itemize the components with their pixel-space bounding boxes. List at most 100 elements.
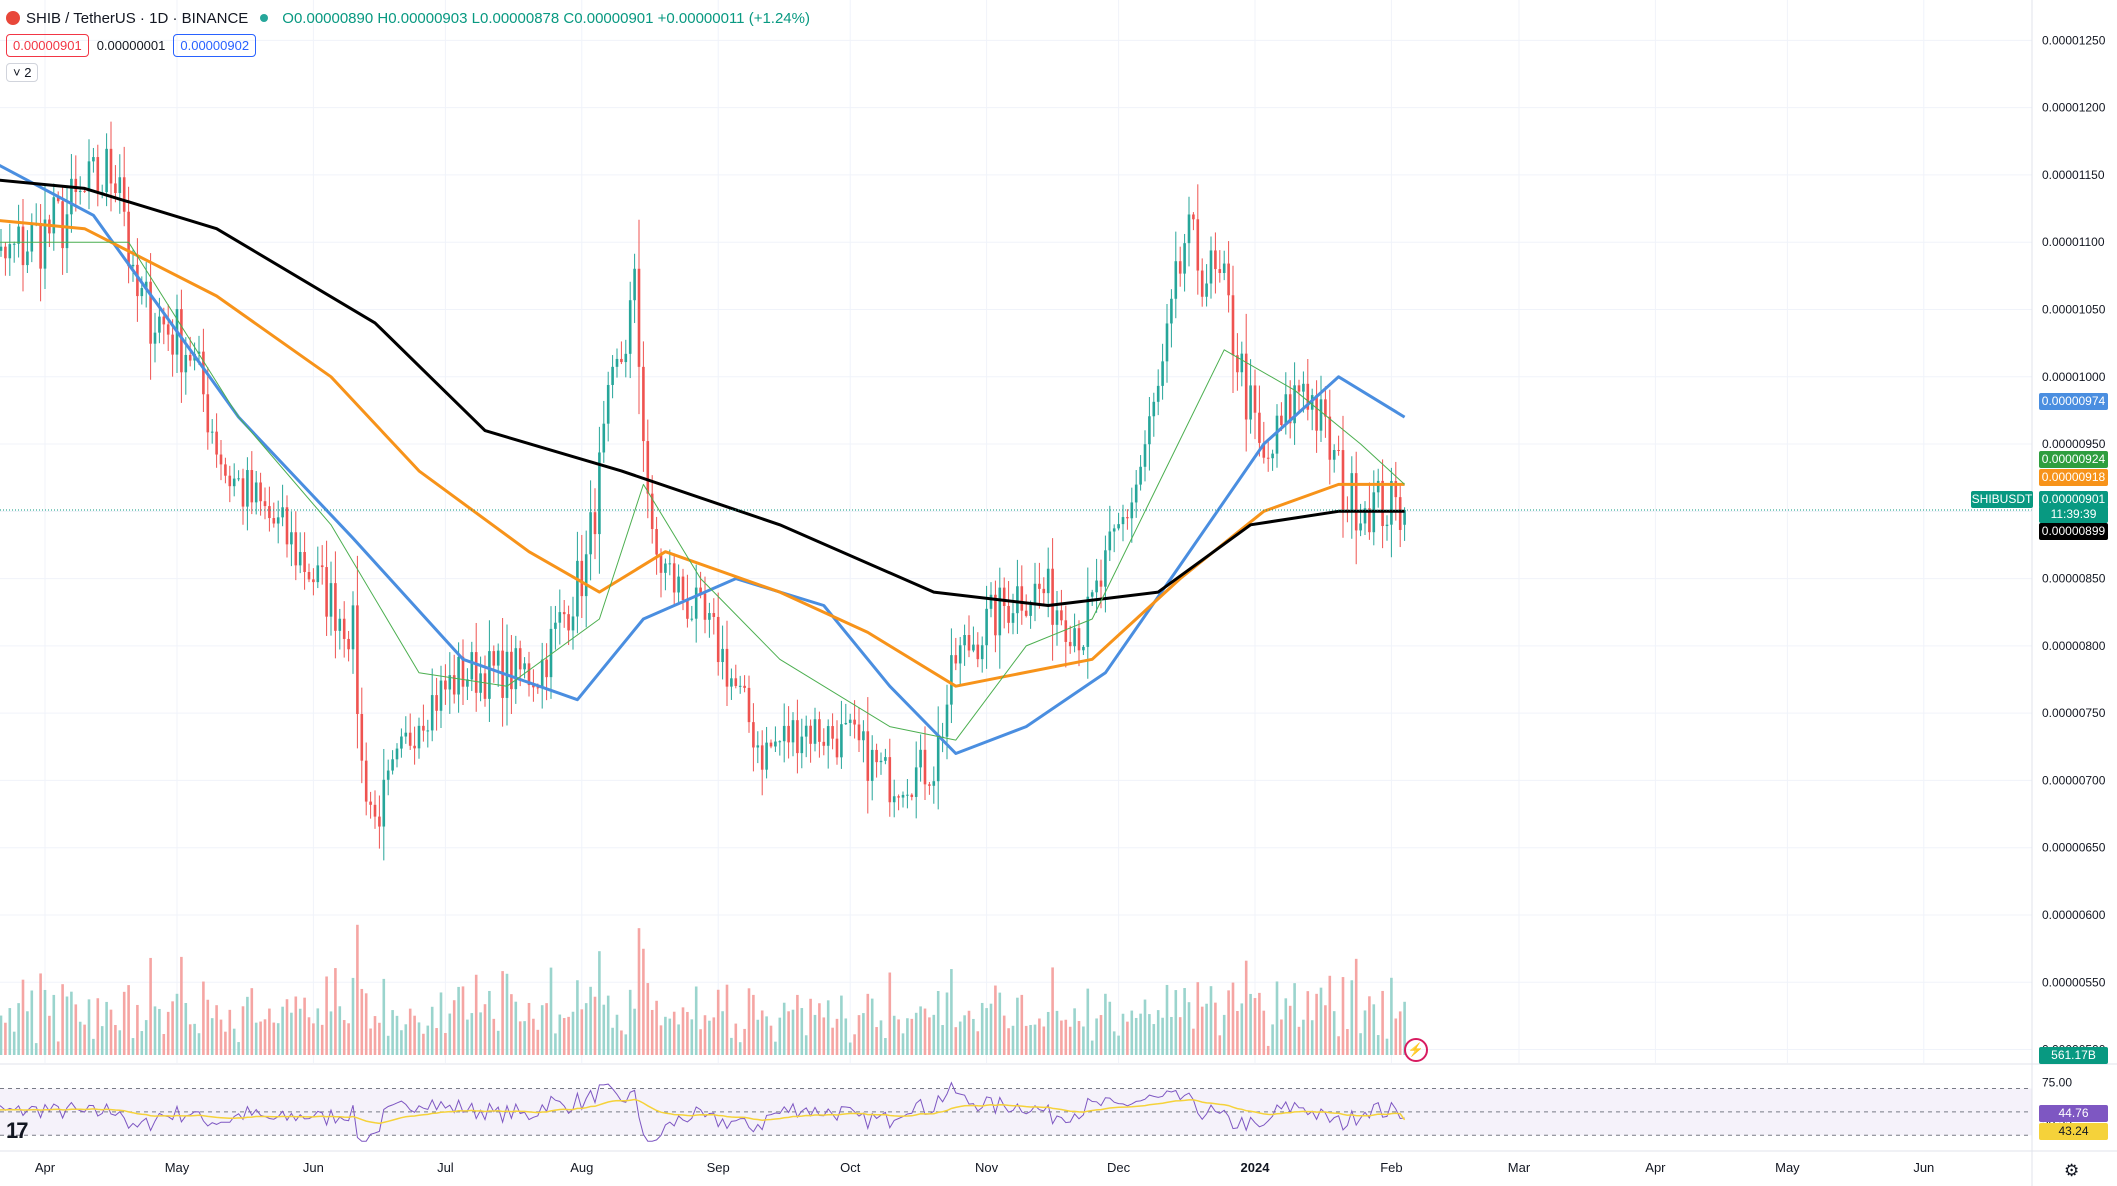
candle-body [1319,399,1323,431]
candle-body [83,190,86,192]
volume-bar [1240,1003,1244,1055]
candle-body [580,560,584,597]
time-tick-label: Jul [437,1160,454,1175]
volume-bar [435,1028,438,1055]
volume-bar [1064,1019,1068,1055]
volume-bar [34,1043,38,1055]
candle-body [681,576,685,600]
volume-bar [624,1034,628,1055]
candle-body [1328,416,1332,460]
volume-bar [39,973,42,1055]
candle-body [1218,269,1222,273]
candle-body [1205,283,1208,297]
candle-body [800,736,804,754]
volume-bar [430,1006,434,1055]
volume-bar [254,1022,258,1055]
time-tick-label: Nov [975,1160,999,1175]
time-tick-label: Aug [570,1160,593,1175]
candle-body [219,454,223,465]
volume-bar [276,1023,280,1055]
volume-bar [804,1035,808,1055]
lightning-icon[interactable]: ⚡ [1404,1038,1428,1062]
volume-bar [466,1019,469,1055]
volume-bar [699,1029,702,1055]
volume-bar [1121,1013,1125,1055]
candle-body [166,324,170,335]
candle-body [452,675,456,695]
volume-bar [998,992,1002,1055]
candle-body [466,679,469,687]
sell-button[interactable]: 0.00000901 [6,34,89,57]
candle-body [897,796,900,798]
candle-body [747,687,751,723]
candle-body [589,512,592,555]
volume-bar [1284,998,1288,1055]
candle-body [976,644,980,660]
candle-body [914,767,918,797]
volume-bar [259,1021,262,1055]
volume-bar [853,1034,856,1055]
candle-body [1390,481,1393,525]
volume-bar [131,1038,135,1055]
candle-body [774,741,777,747]
volume-bar [708,1020,711,1055]
volume-bar [1038,1018,1041,1055]
candle-body [39,223,42,269]
volume-bar [360,988,364,1055]
candle-body [567,614,570,631]
candle-body [1350,473,1354,510]
volume-bar [320,1024,324,1055]
indicators-collapse-toggle[interactable]: ˅ 2 [6,63,39,82]
candle-body [254,482,258,503]
tradingview-logo[interactable]: 17 [6,1118,29,1143]
candle-body [479,673,482,693]
candle-body [237,478,240,480]
volume-bar [857,1015,861,1055]
candle-body [320,565,324,568]
time-axis[interactable]: Apr May Jun Jul Aug Sep Oct Nov Dec 2024 Feb Mar Apr… [35,1160,1934,1175]
candle-body [92,157,95,162]
candle-body [408,732,412,746]
candle-body [444,680,447,690]
candle-body [232,478,236,487]
volume-bar [356,924,359,1055]
volume-bar [386,1035,390,1055]
candle-body [624,353,628,363]
candle-body [712,613,716,617]
candle-body [901,794,905,798]
candle-body [1152,401,1156,417]
candle-body [144,281,148,289]
buy-button[interactable]: 0.00000902 [173,34,257,57]
candle-body [985,608,988,646]
volume-bar [1214,1002,1217,1055]
candle-body [470,652,474,680]
candle-body [1108,531,1112,551]
candle-body [606,384,610,424]
volume-bar [342,1020,346,1055]
candle-body [1002,587,1006,606]
candle-body [1139,466,1142,485]
candle-body [822,741,826,746]
volume-bar [1029,1024,1032,1055]
volume-bar [980,1002,984,1055]
symbol-title[interactable]: SHIB / TetherUS · 1D · BINANCE [26,9,249,27]
volume-bar [1315,993,1318,1055]
candle-body [844,722,848,725]
ohlc-readout: O0.00000890 H0.00000903 L0.00000878 C0.0… [282,9,810,27]
volume-bar [897,1019,900,1055]
volume-bar [1011,1025,1015,1055]
volume-bar [686,1011,689,1055]
volume-bar [1042,1026,1046,1055]
settings-gear-icon[interactable]: ⚙ [2064,1161,2080,1180]
price-tick-label: 0.00001100 [2042,235,2105,249]
price-tick-label: 0.00001250 [2042,33,2106,47]
volume-bar [1205,1003,1208,1055]
candle-body [523,663,526,670]
candle-body [347,638,350,650]
candle-body [1029,604,1032,616]
candle-body [1231,295,1235,356]
candle-body [1214,250,1217,270]
candle-body [972,644,975,651]
price-tick-label: 0.00001150 [2042,168,2105,182]
